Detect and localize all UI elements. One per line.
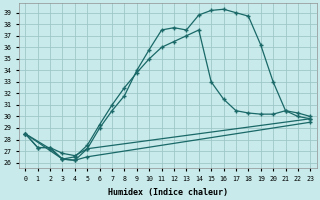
X-axis label: Humidex (Indice chaleur): Humidex (Indice chaleur) xyxy=(108,188,228,197)
